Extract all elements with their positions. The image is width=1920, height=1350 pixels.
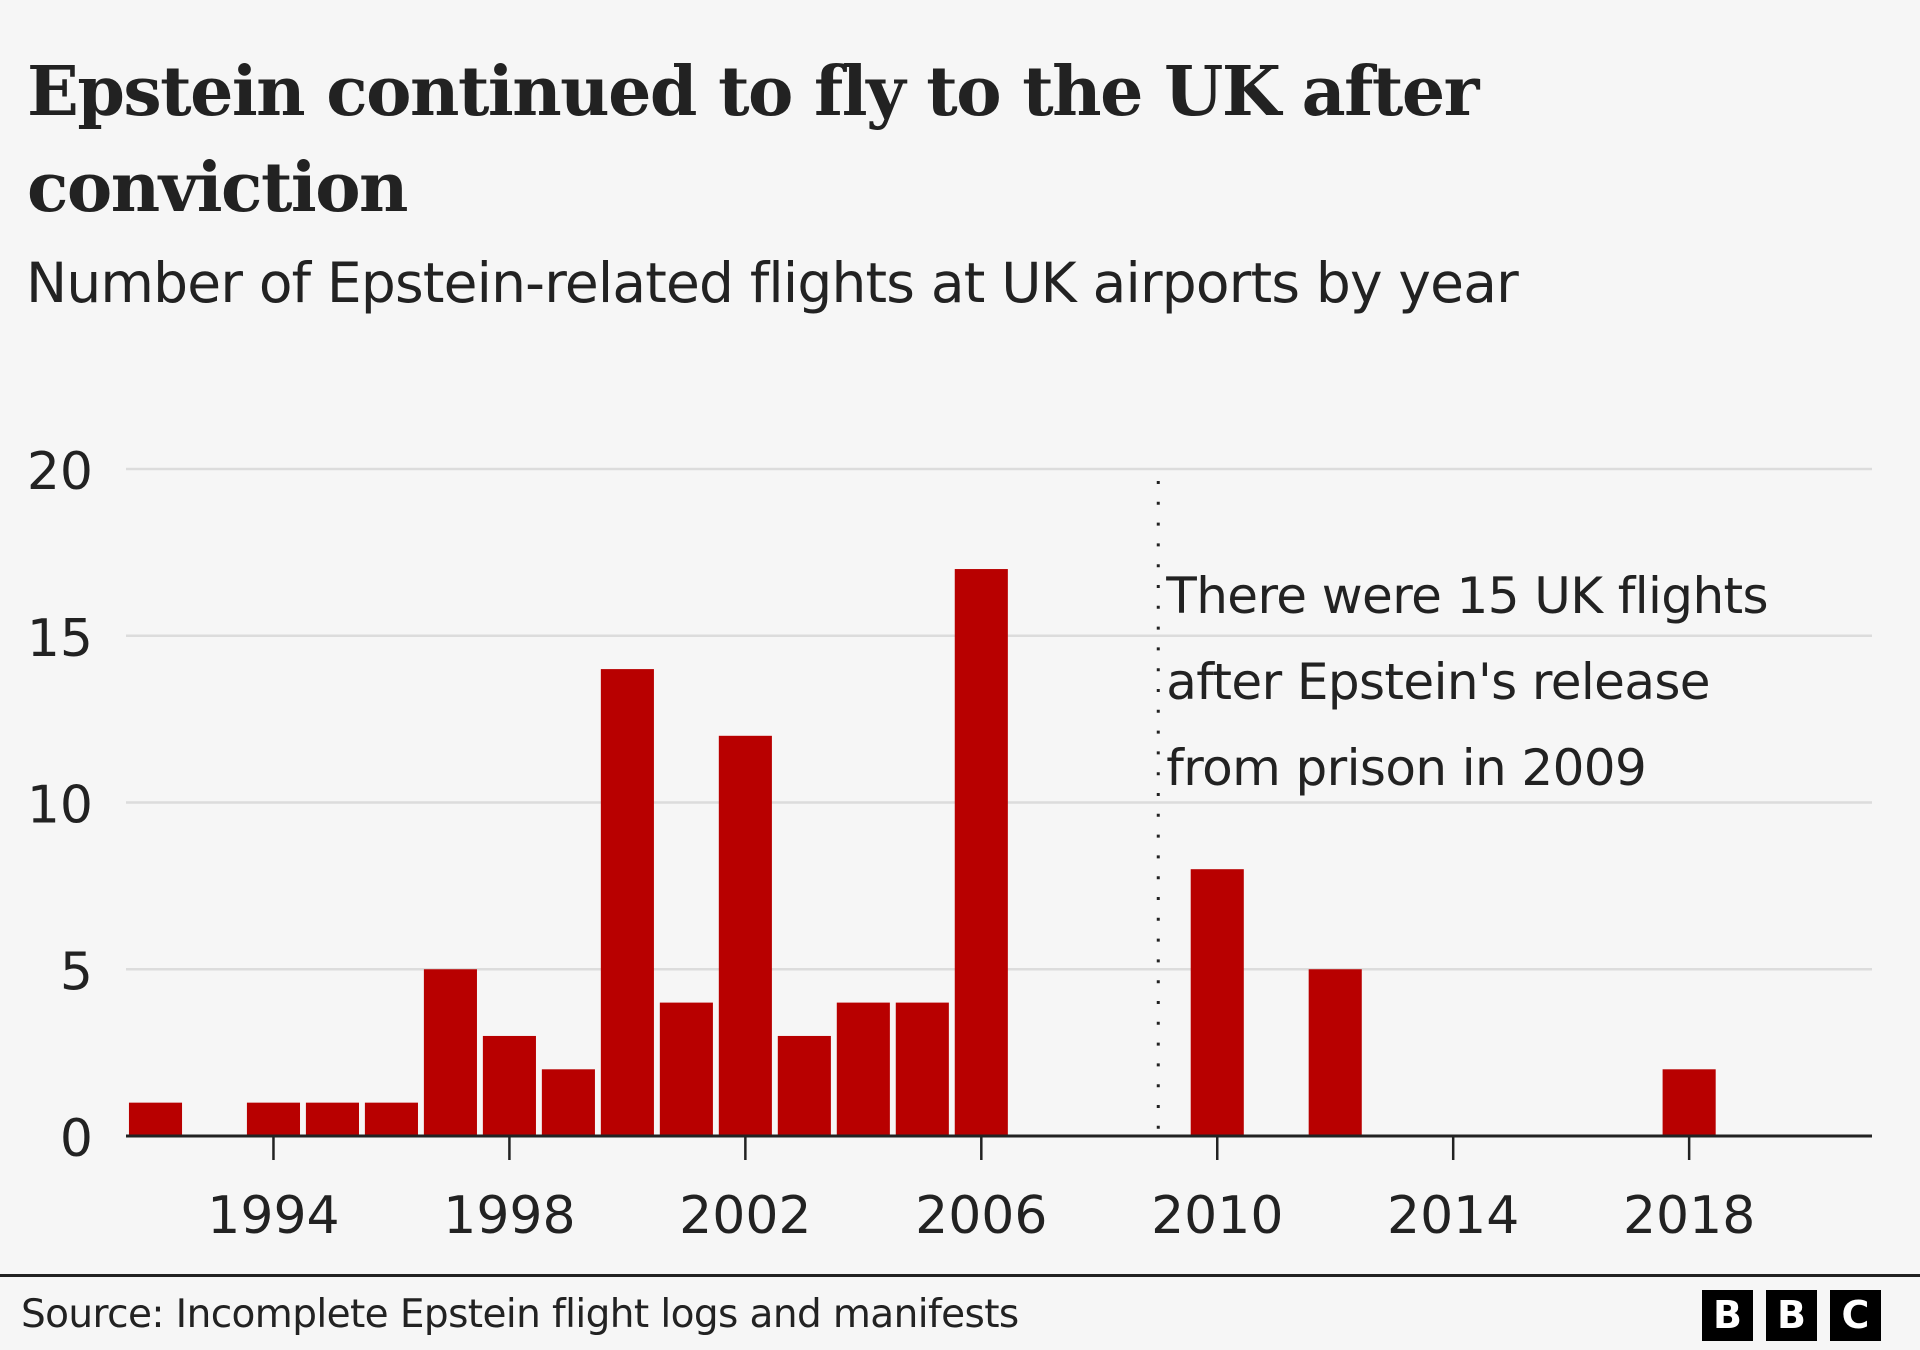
x-tick-label: 2010 — [1151, 1186, 1283, 1246]
annotation-line: There were 15 UK flights — [1165, 567, 1768, 625]
x-tick-label: 1998 — [443, 1186, 575, 1246]
bar-1998 — [482, 1035, 536, 1136]
bar-2006 — [954, 569, 1008, 1136]
bar-1994 — [246, 1102, 301, 1136]
y-tick-label: 0 — [60, 1109, 93, 1169]
y-tick-label: 10 — [27, 776, 93, 836]
bar-2003 — [777, 1035, 831, 1136]
x-tick-label: 2002 — [679, 1186, 811, 1246]
x-tick-label: 1994 — [207, 1186, 339, 1246]
bar-2004 — [836, 1002, 890, 1136]
x-tick-label: 2018 — [1623, 1186, 1755, 1246]
bar-2005 — [895, 1002, 949, 1136]
bbc-logo-letter: B — [1766, 1290, 1817, 1341]
bar-2000 — [600, 669, 654, 1136]
bars — [128, 569, 1716, 1136]
chart-subtitle: Number of Epstein-related flights at UK … — [26, 251, 1519, 315]
bar-chart: 0 5 10 15 20 1994 1998 2002 2006 2010 2014 2018 Th… — [27, 442, 1872, 1246]
x-axis — [126, 1134, 1872, 1160]
bbc-logo-letter: B — [1702, 1290, 1753, 1341]
bar-1999 — [541, 1069, 595, 1136]
x-tick-label: 2006 — [915, 1186, 1047, 1246]
bar-1996 — [364, 1102, 418, 1136]
bar-1995 — [305, 1102, 359, 1136]
bar-1992 — [128, 1102, 183, 1136]
y-tick-label: 20 — [27, 442, 93, 502]
x-tick-label: 2014 — [1387, 1186, 1519, 1246]
x-axis-labels: 1994 1998 2002 2006 2010 2014 2018 — [207, 1186, 1755, 1246]
y-tick-label: 15 — [27, 609, 93, 669]
y-tick-label: 5 — [60, 942, 93, 1002]
footer-divider — [0, 1274, 1920, 1277]
annotation-line: from prison in 2009 — [1166, 739, 1646, 797]
source-note: Source: Incomplete Epstein flight logs a… — [21, 1292, 1019, 1337]
y-axis-labels: 0 5 10 15 20 — [27, 442, 93, 1169]
bar-2002 — [718, 735, 772, 1136]
bar-2018 — [1662, 1069, 1716, 1136]
bar-1997 — [423, 969, 477, 1136]
bar-2001 — [659, 1002, 713, 1136]
bbc-logo: B B C — [1702, 1290, 1881, 1341]
chart-title: Epstein continued to fly to the UK after… — [27, 52, 1479, 228]
bar-2010 — [1190, 869, 1244, 1136]
annotation: There were 15 UK flights after Epstein's … — [1165, 567, 1768, 797]
annotation-line: after Epstein's release — [1166, 653, 1710, 711]
bbc-logo-letter: C — [1830, 1290, 1881, 1341]
bar-2012 — [1308, 969, 1362, 1136]
